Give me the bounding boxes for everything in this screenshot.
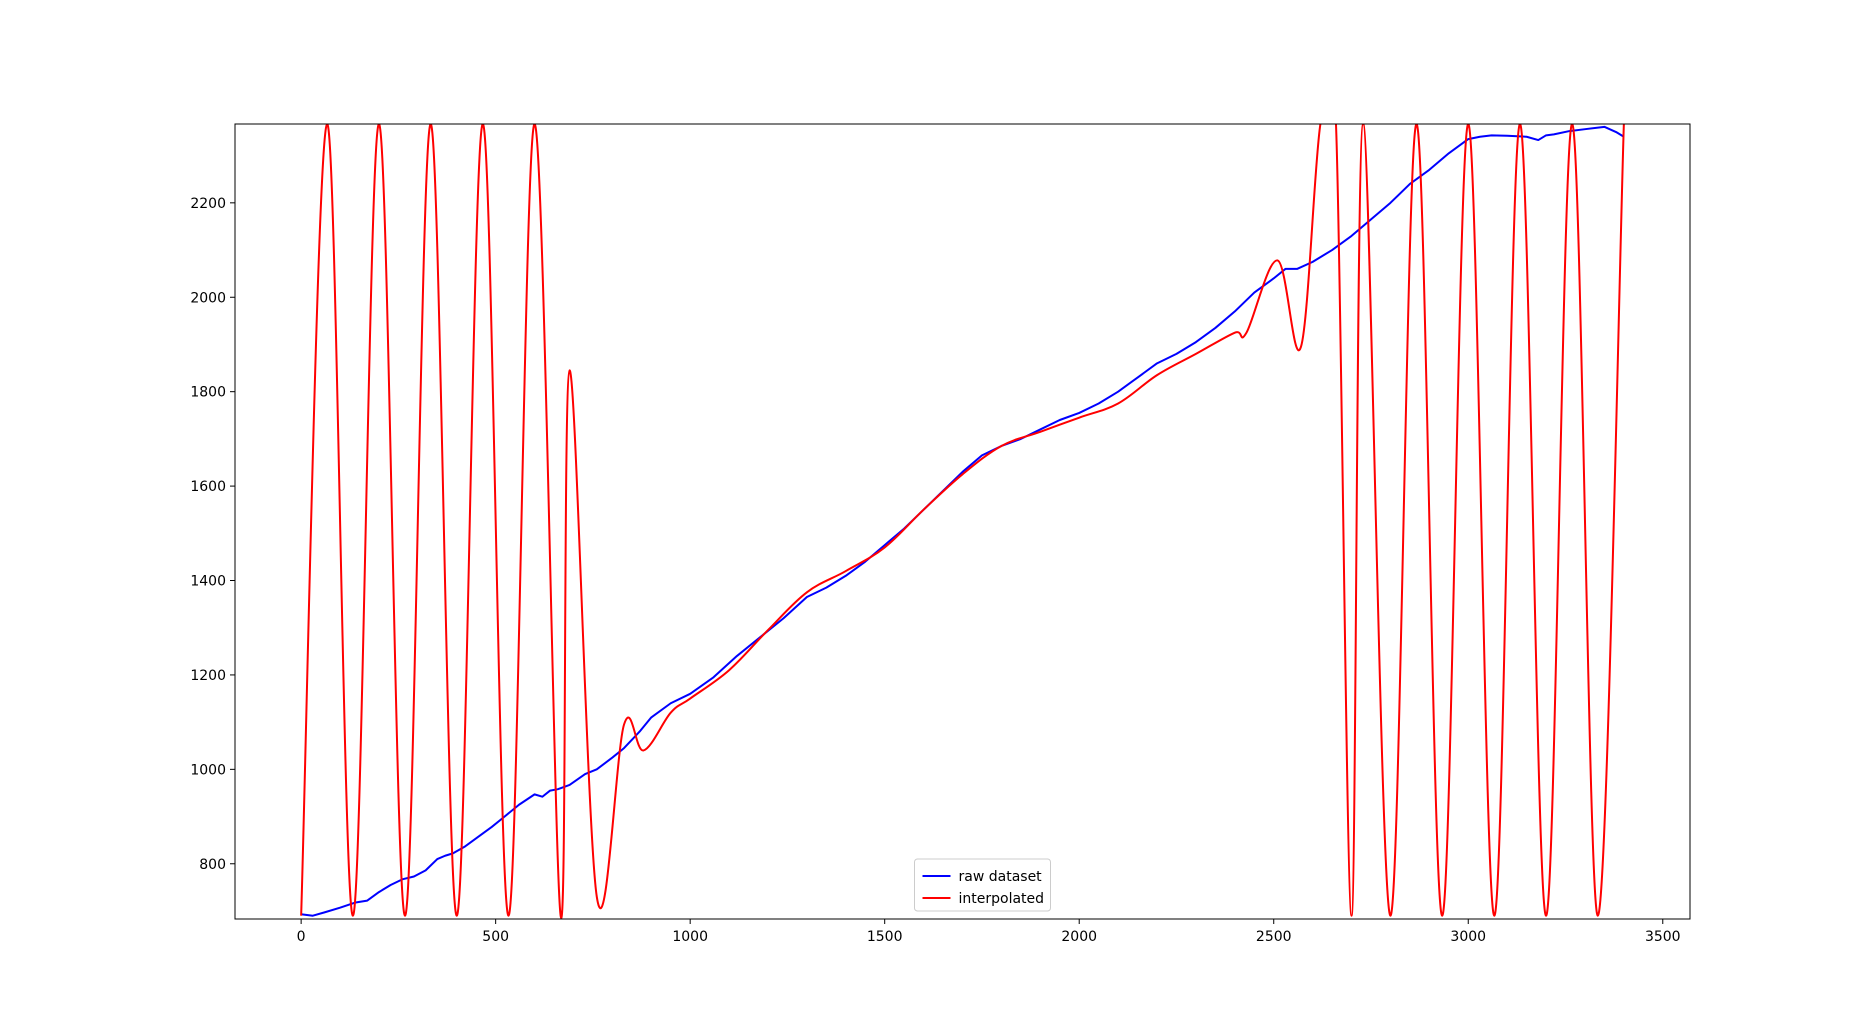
x-tick-label: 2500: [1256, 929, 1292, 945]
y-tick-label: 2000: [190, 290, 226, 306]
x-tick-label: 3500: [1645, 929, 1681, 945]
legend-label-raw-dataset: raw dataset: [959, 869, 1043, 885]
plot-series-area: [300, 124, 1625, 919]
x-tick-label: 0: [297, 929, 306, 945]
y-tick-label: 1400: [190, 574, 226, 590]
x-tick-label: 1500: [867, 929, 903, 945]
x-tick-label: 1000: [672, 929, 708, 945]
legend-label-interpolated: interpolated: [959, 891, 1045, 907]
y-tick-label: 1200: [190, 668, 226, 684]
x-axis: 0 500 1000 1500 2000 2500 3000 3500: [297, 919, 1681, 945]
y-tick-label: 1000: [190, 762, 226, 778]
y-tick-label: 2200: [190, 196, 226, 212]
axes-frame: [234, 123, 1691, 920]
x-tick-label: 2000: [1061, 929, 1097, 945]
x-tick-label: 3000: [1450, 929, 1486, 945]
y-tick-label: 800: [199, 857, 226, 873]
y-tick-label: 1600: [190, 479, 226, 495]
legend: raw dataset interpolated: [914, 858, 1051, 912]
y-axis: 800 1000 1200 1400 1600 1800 2000 2200: [190, 196, 235, 873]
y-tick-label: 1800: [190, 385, 226, 401]
x-tick-label: 500: [482, 929, 509, 945]
series-line-interpolated: [300, 124, 1625, 919]
